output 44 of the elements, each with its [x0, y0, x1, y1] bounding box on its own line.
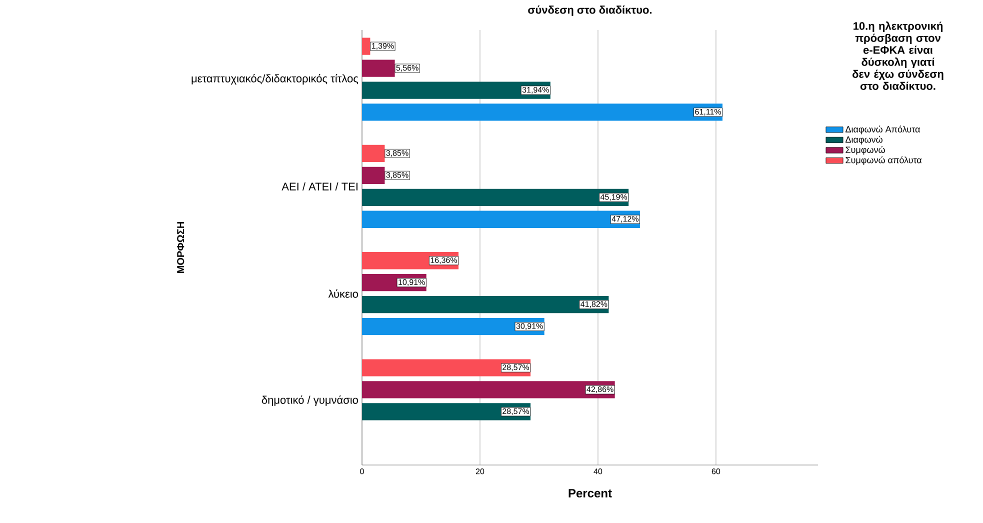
data-label: 1,39% [372, 43, 394, 50]
y-tick-label: λύκειο [328, 289, 358, 298]
data-label: 30,91% [516, 323, 543, 330]
bar [362, 296, 609, 314]
bar [362, 318, 544, 336]
data-label: 45,19% [600, 194, 628, 201]
data-label: 3,85% [386, 150, 408, 157]
y-tick-label: ΑΕΙ / ΑΤΕΙ / ΤΕΙ [282, 182, 358, 190]
bar [362, 104, 722, 121]
y-tick-label: δημοτικό / γυμνάσιο [262, 395, 358, 406]
bar [362, 381, 615, 398]
data-label: 47,12% [612, 216, 638, 223]
data-label: 3,85% [386, 172, 408, 179]
data-label: 41,82% [580, 301, 608, 308]
data-label: 10,91% [398, 279, 425, 286]
bar [362, 82, 550, 99]
data-label: 28,57% [502, 408, 530, 416]
data-label: 61,11% [695, 108, 721, 116]
data-label: 16,36% [430, 257, 458, 264]
legend-label: Διαφωνώ Απόλυτα [845, 126, 920, 134]
bar [362, 38, 370, 55]
bar [362, 188, 629, 206]
y-tick-label: μεταπτυχιακός/διδακτορικός τίτλος [192, 74, 358, 85]
bar [362, 166, 385, 184]
data-label: 5,56% [396, 65, 418, 72]
bar [362, 403, 531, 420]
data-label: 28,57% [502, 364, 530, 372]
x-axis-title: Percent [568, 489, 612, 498]
x-tick-label: 60 [712, 468, 720, 474]
bar [362, 60, 395, 77]
data-label: 31,94% [522, 86, 549, 94]
legend-label: Συμφωνώ [846, 146, 885, 155]
legend-label: Διαφωνώ [845, 136, 882, 144]
x-tick-label: 40 [594, 468, 602, 474]
bar [362, 359, 531, 376]
x-tick-label: 0 [360, 468, 364, 474]
data-label: 42,86% [586, 386, 614, 394]
chart-title: σύνδεση στο διαδίκτυο. [528, 6, 652, 16]
y-axis-title: ΜΟΡΦΩΣΗ [177, 222, 184, 273]
x-tick-label: 20 [476, 468, 484, 474]
bar [362, 210, 640, 228]
bar [362, 144, 385, 162]
legend-title: 10.η ηλεκτρονική πρόσβαση στον e-ΕΦΚΑ είναι δύσκολη γιατί δεν έχω σύνδεση στο διαδίκτυο. [852, 22, 944, 90]
legend-label: Συμφωνώ απόλυτα [846, 156, 922, 166]
